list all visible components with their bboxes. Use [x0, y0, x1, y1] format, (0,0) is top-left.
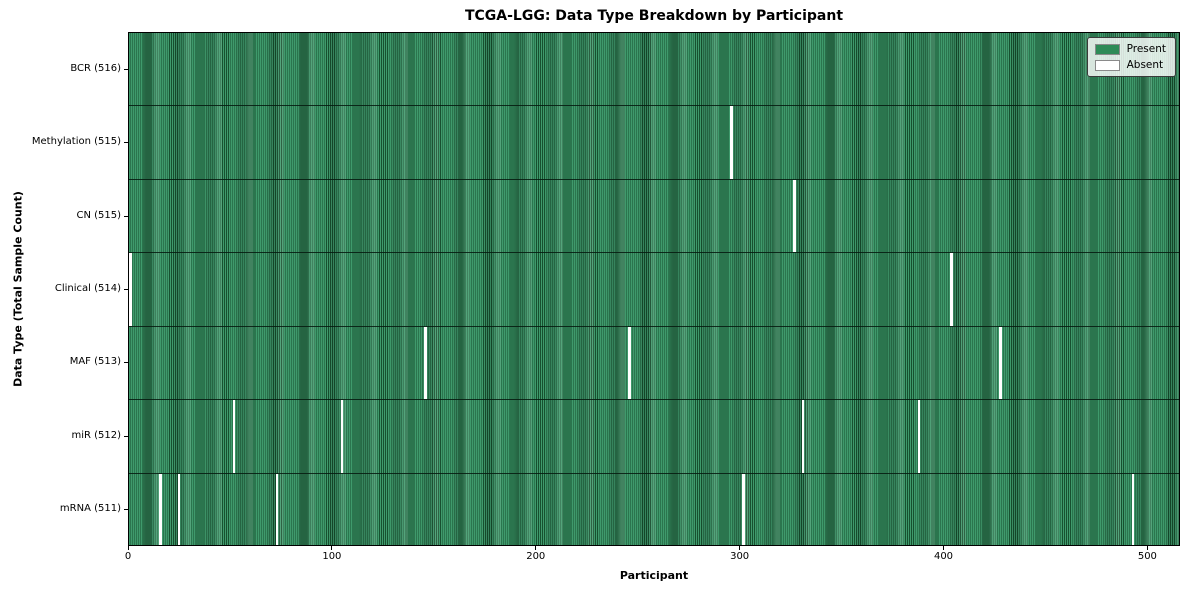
legend-entry-present: Present: [1094, 43, 1166, 55]
heatmap-row-Clinical: [129, 253, 1179, 327]
x-tick-label: 400: [933, 551, 954, 562]
x-tick-mark: [331, 546, 333, 550]
plot-area: [128, 32, 1180, 546]
absent-gap: [917, 400, 921, 473]
absent-swatch-icon: [1094, 59, 1120, 71]
absent-gap: [950, 253, 953, 326]
y-tick-mark: [124, 509, 128, 511]
present-swatch-icon: [1094, 43, 1120, 55]
absent-gap: [177, 473, 181, 545]
heatmap-row-MAF: [129, 326, 1179, 401]
y-tick-mark: [124, 435, 128, 437]
y-tick-label: Clinical (514): [54, 283, 121, 294]
absent-gap: [742, 473, 745, 545]
absent-gap: [340, 400, 344, 473]
x-tick-mark: [1146, 546, 1148, 550]
absent-gap: [159, 473, 162, 545]
x-tick-label: 200: [526, 551, 546, 562]
heatmap-row-mRNA: [129, 473, 1179, 545]
heatmap-row-BCR: [129, 33, 1179, 107]
x-tick-mark: [535, 546, 537, 550]
heatmap-row-miR: [129, 400, 1179, 474]
x-tick-label: 300: [730, 551, 750, 562]
absent-gap: [275, 473, 279, 545]
y-tick-label: MAF (513): [69, 356, 121, 368]
absent-gap: [628, 326, 631, 400]
absent-gap: [232, 400, 236, 473]
absent-gap: [999, 326, 1002, 400]
y-tick-mark: [124, 289, 128, 290]
legend-label-absent: Absent: [1126, 59, 1164, 71]
absent-gap: [1131, 473, 1135, 545]
y-tick-label: mRNA (511): [59, 503, 121, 515]
x-tick-label: 500: [1137, 551, 1157, 562]
chart-title: TCGA-LGG: Data Type Breakdown by Partici…: [464, 8, 844, 24]
y-tick-label: CN (515): [76, 209, 121, 221]
x-tick-mark: [127, 546, 129, 550]
y-tick-label: BCR (516): [70, 62, 121, 74]
y-tick-mark: [124, 142, 128, 144]
absent-gap: [129, 253, 132, 326]
absent-gap: [424, 326, 427, 400]
x-tick-label: 0: [124, 551, 132, 562]
legend-label-present: Present: [1126, 43, 1166, 55]
heatmap-row-Methylation: [129, 106, 1179, 180]
y-tick-mark: [124, 215, 128, 217]
x-tick-mark: [943, 546, 944, 550]
absent-gap: [730, 106, 733, 179]
absent-gap: [793, 179, 796, 253]
y-tick-label: miR (512): [71, 429, 121, 441]
legend-entry-absent: Absent: [1094, 59, 1166, 71]
y-tick-label: Methylation (515): [31, 136, 121, 148]
x-tick-mark: [739, 546, 741, 550]
x-axis-label: Participant: [619, 569, 689, 582]
x-tick-label: 100: [322, 551, 342, 562]
legend: Present Absent: [1086, 37, 1176, 77]
y-tick-mark: [124, 362, 128, 364]
absent-gap: [801, 400, 805, 473]
heatmap-row-CN: [129, 179, 1179, 254]
y-tick-mark: [124, 68, 128, 70]
